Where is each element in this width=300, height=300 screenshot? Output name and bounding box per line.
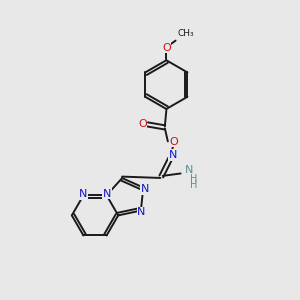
Text: N: N xyxy=(103,189,111,199)
Text: N: N xyxy=(79,189,87,200)
Text: O: O xyxy=(162,43,171,53)
Text: H: H xyxy=(190,180,197,190)
Text: N: N xyxy=(185,165,193,175)
Text: N: N xyxy=(137,207,146,218)
Text: N: N xyxy=(168,150,177,160)
Text: H: H xyxy=(190,174,197,184)
Text: O: O xyxy=(138,119,147,129)
Text: O: O xyxy=(169,137,178,147)
Text: CH₃: CH₃ xyxy=(178,29,195,38)
Text: N: N xyxy=(141,184,149,194)
